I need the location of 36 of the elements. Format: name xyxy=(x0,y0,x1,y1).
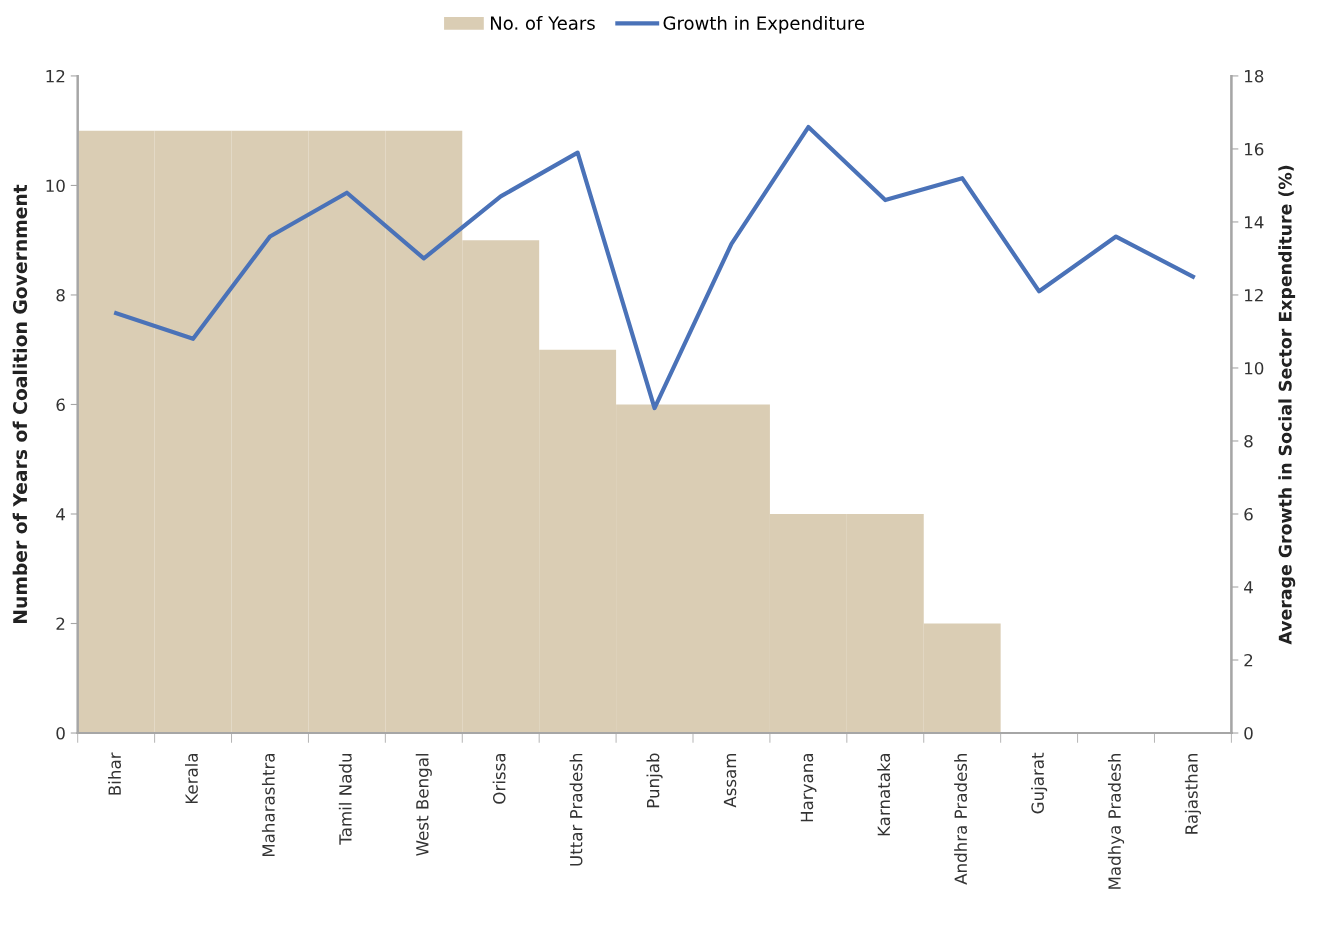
y-tick-label: 6 xyxy=(56,398,65,412)
y2-tick-label: 12 xyxy=(1245,288,1263,302)
x-tick-label: Orissa xyxy=(492,753,506,804)
y-tick-label: 12 xyxy=(46,69,65,83)
y2-tick-label: 16 xyxy=(1245,142,1264,156)
x-tick-label: Rajasthan xyxy=(1184,753,1201,834)
y2-tick-label: 8 xyxy=(1244,434,1253,448)
x-tick-label: Haryana xyxy=(800,753,817,822)
x-tick-label: Kerala xyxy=(185,753,198,804)
y-tick-label: 0 xyxy=(56,726,65,740)
y-tick-label: 2 xyxy=(56,617,65,630)
y2-tick-label: 4 xyxy=(1244,581,1253,594)
y2-tick-label: 2 xyxy=(1244,653,1253,667)
x-tick-label: Gujarat xyxy=(1031,752,1048,814)
y2-axis-title: Average Growth in Social Sector Expenditure (%) xyxy=(1278,165,1296,645)
legend-label: No. of Years xyxy=(490,15,595,30)
y-axis-title: Number of Years of Coalition Government xyxy=(12,184,28,623)
y2-tick-label: 0 xyxy=(1244,726,1253,740)
x-tick-label: Karnataka xyxy=(877,753,891,836)
x-tick-label: Andhra Pradesh xyxy=(954,753,968,885)
legend-label: Growth in Expenditure xyxy=(663,15,865,34)
y2-tick-label: 6 xyxy=(1244,507,1253,521)
x-tick-label: Punjab xyxy=(646,753,663,808)
y-tick-label: 8 xyxy=(56,288,65,302)
y2-tick-label: 18 xyxy=(1245,69,1264,83)
x-tick-label: Uttar Pradesh xyxy=(569,753,583,866)
y-tick-label: 4 xyxy=(56,508,65,521)
x-tick-label: Madhya Pradesh xyxy=(1107,753,1125,889)
y-tick-label: 10 xyxy=(46,179,65,193)
x-tick-label: Assam xyxy=(723,753,737,808)
y2-tick-label: 14 xyxy=(1245,216,1264,229)
y2-tick-label: 10 xyxy=(1245,361,1264,375)
x-tick-label: Maharashtra xyxy=(261,753,275,857)
x-tick-label: Tamil Nadu xyxy=(338,753,352,845)
x-tick-label: West Bengal xyxy=(415,754,432,856)
x-tick-label: Bihar xyxy=(108,752,121,795)
